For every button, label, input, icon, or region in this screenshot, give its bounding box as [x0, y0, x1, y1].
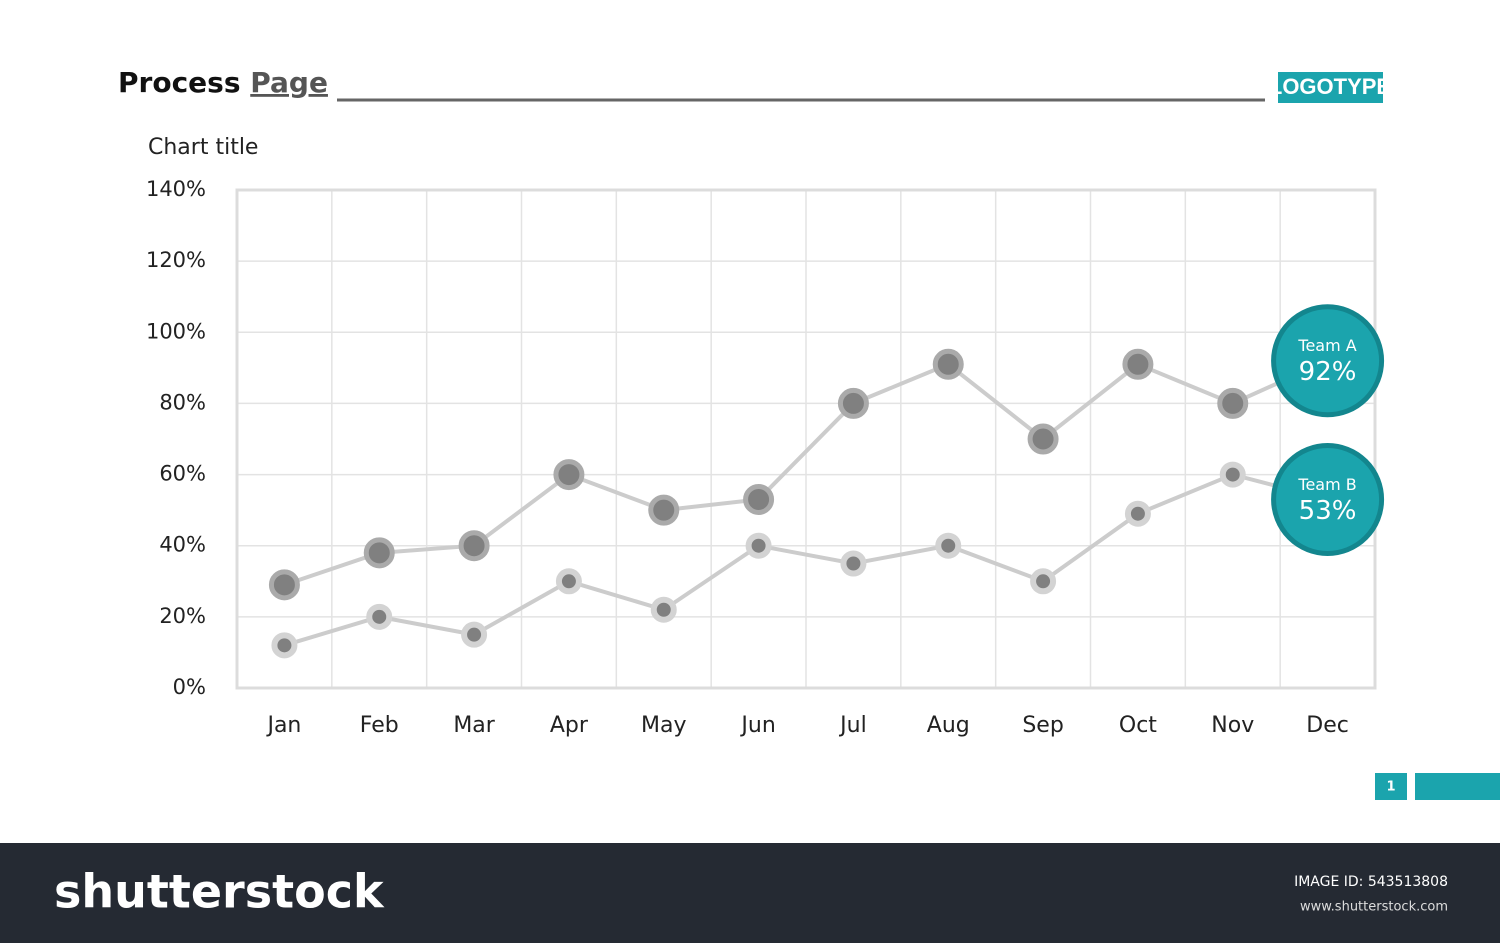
y-tick-label: 80%	[159, 390, 206, 414]
page-number-box	[1375, 773, 1407, 800]
logo: LOGOTYPE	[1269, 74, 1391, 99]
highlight-name: Team B	[1297, 475, 1356, 494]
highlight-point	[1271, 304, 1385, 418]
page-title: Process Page	[118, 66, 328, 99]
x-tick-label: Aug	[927, 713, 970, 738]
y-tick-label: 120%	[146, 248, 206, 272]
point	[271, 632, 298, 659]
point	[650, 596, 677, 623]
point	[1124, 500, 1151, 527]
title-bold: Process	[118, 66, 241, 99]
logo-box	[1278, 72, 1383, 103]
point	[840, 550, 867, 577]
footer-url: www.shutterstock.com	[1300, 900, 1448, 915]
point	[1122, 348, 1154, 380]
title-rest: Page	[250, 66, 328, 99]
point	[458, 530, 490, 562]
point	[1219, 461, 1246, 488]
y-tick-label: 20%	[159, 604, 206, 628]
x-tick-label: Jun	[739, 713, 775, 738]
slide-bg	[0, 0, 1500, 843]
point	[268, 569, 300, 601]
x-tick-label: Jan	[265, 713, 301, 738]
footer-image-id: IMAGE ID: 543513808	[1294, 874, 1448, 890]
series-line	[283, 472, 1329, 648]
x-tick-label: Dec	[1306, 713, 1349, 738]
footer	[0, 843, 1500, 943]
highlight-value: 92%	[1299, 357, 1357, 387]
plot-border	[235, 188, 1377, 690]
point	[555, 568, 582, 595]
x-tick-label: Apr	[550, 713, 589, 738]
page-number: 1	[1386, 780, 1395, 795]
point	[363, 537, 395, 569]
point	[1030, 568, 1057, 595]
plot: 0% 20% 40% 60% 80% 100% 120% 140% Jan Feb Mar Apr Ma…	[146, 177, 1385, 738]
x-tick-label: Jul	[838, 713, 867, 738]
point	[1027, 423, 1059, 455]
point	[553, 459, 585, 491]
point	[461, 621, 488, 648]
series-line	[283, 358, 1329, 587]
point	[743, 483, 775, 515]
x-tick-label: Sep	[1022, 713, 1063, 738]
y-tick-label: 100%	[146, 319, 206, 343]
y-tick-label: 40%	[159, 533, 206, 557]
highlight-name: Team A	[1297, 336, 1356, 355]
footer-brand: shutterstock	[54, 865, 385, 919]
x-tick-label: Feb	[360, 713, 399, 738]
point	[1217, 387, 1249, 419]
point	[648, 494, 680, 526]
point	[366, 603, 393, 630]
x-tick-label: Oct	[1119, 713, 1157, 738]
page-bar	[1415, 773, 1500, 800]
x-tick-label: Mar	[453, 713, 495, 738]
point	[932, 348, 964, 380]
y-tick-label: 140%	[146, 177, 206, 201]
y-tick-label: 0%	[173, 675, 206, 699]
highlight-point	[1271, 442, 1385, 556]
point	[745, 532, 772, 559]
highlight-value: 53%	[1299, 496, 1357, 526]
y-tick-label: 60%	[159, 462, 206, 486]
point	[837, 387, 869, 419]
x-tick-label: Nov	[1211, 713, 1254, 738]
chart-title: Chart title	[148, 135, 258, 160]
x-tick-label: May	[641, 713, 686, 738]
point	[935, 532, 962, 559]
